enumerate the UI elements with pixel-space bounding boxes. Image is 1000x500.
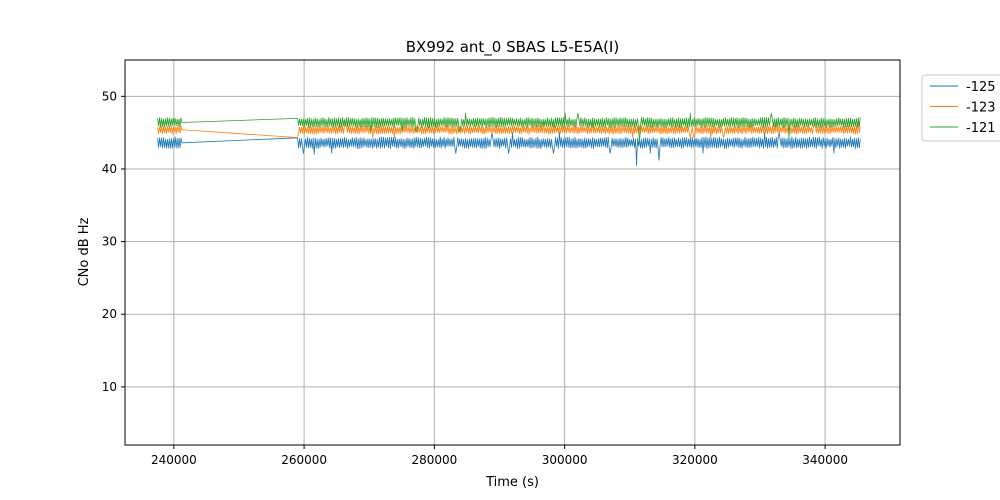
plot-area — [157, 112, 861, 166]
legend-label: -123 — [966, 101, 996, 116]
x-tick-label: 260000 — [281, 453, 327, 467]
x-tick-label: 280000 — [411, 453, 457, 467]
chart-title: BX992 ant_0 SBAS L5-E5A(I) — [406, 38, 619, 57]
legend-label: -125 — [966, 80, 996, 95]
grid-lines — [125, 60, 900, 445]
series-line — [157, 112, 861, 145]
x-tick-label: 300000 — [542, 453, 588, 467]
y-tick-label: 40 — [102, 162, 117, 176]
y-tick-label: 20 — [102, 307, 117, 321]
y-tick-label: 30 — [102, 235, 117, 249]
y-tick-label: 50 — [102, 89, 117, 103]
x-tick-label: 320000 — [672, 453, 718, 467]
x-tick-label: 340000 — [802, 453, 848, 467]
x-tick-label: 240000 — [151, 453, 197, 467]
plot-frame — [124, 59, 901, 446]
x-axis: 240000 260000 280000 300000 320000 340000 — [151, 445, 848, 467]
legend-frame — [921, 74, 1000, 142]
legend-label: -121 — [966, 121, 996, 136]
x-axis-label: Time (s) — [485, 475, 539, 490]
y-tick-label: 10 — [102, 380, 117, 394]
y-axis: 10 20 30 40 50 — [102, 89, 125, 394]
series-line — [157, 121, 861, 138]
series-line — [157, 131, 861, 166]
y-axis-label: CNo dB Hz — [77, 217, 92, 286]
legend: -125 -123 -121 — [921, 74, 1000, 142]
